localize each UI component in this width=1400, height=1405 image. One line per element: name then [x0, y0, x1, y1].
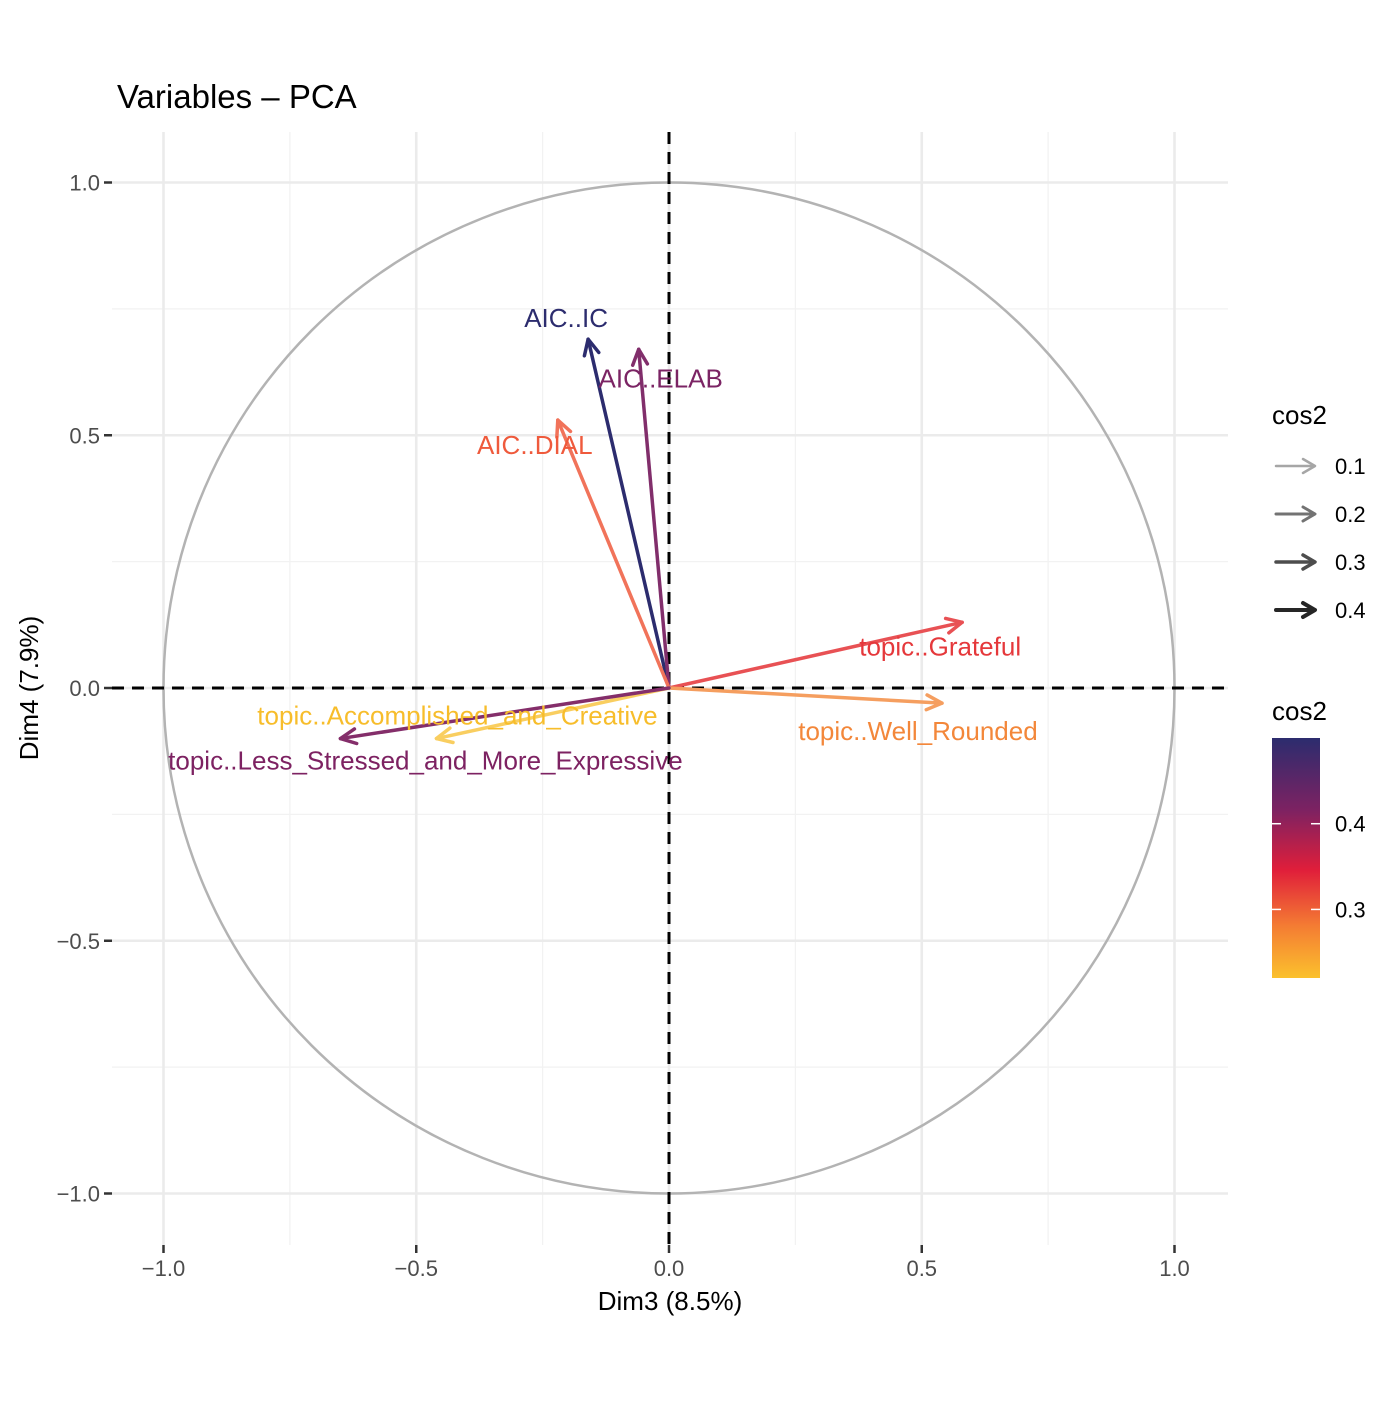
legend-size-item: 0.1 [1274, 454, 1366, 479]
arrow-head [555, 418, 573, 439]
legend-size-item: 0.3 [1274, 550, 1366, 575]
arrow-head [582, 337, 601, 358]
legend-color-ticks: 0.4 0.3 [1272, 812, 1366, 922]
variable-label: topic..Grateful [859, 631, 1021, 661]
legend-colorbar [1272, 738, 1320, 978]
legend-arrow-head [1301, 601, 1317, 619]
variable-label: topic..Well_Rounded [798, 716, 1037, 746]
variable-labels: AIC..IC AIC..ELAB AIC..DIAL topic..Grateful… [168, 303, 1038, 775]
variable-label: AIC..DIAL [477, 430, 593, 460]
arrow-head [924, 693, 944, 712]
arrow-aicdial [555, 418, 671, 690]
variable-label: AIC..ELAB [599, 363, 723, 393]
arrow-head [434, 726, 455, 745]
variable-label: topic..Accomplished_and_Creative [257, 701, 657, 731]
chart-title: Variables – PCA [117, 78, 357, 115]
arrow-head [630, 347, 650, 367]
arrow-aicelab [630, 347, 671, 690]
y-tick-label: 0.5 [69, 423, 100, 448]
y-tick-label: −0.5 [57, 929, 100, 954]
x-tick-label: 0.5 [906, 1256, 937, 1281]
x-tick-label: −1.0 [142, 1256, 185, 1281]
colorbar-tick-label: 0.4 [1335, 812, 1366, 837]
arrow-topicgrateful [667, 616, 964, 690]
x-tick-label: 1.0 [1159, 1256, 1190, 1281]
legend-color-title: cos2 [1272, 696, 1327, 726]
legend-arrow-head [1301, 457, 1317, 475]
x-tick-label: −0.5 [395, 1256, 438, 1281]
y-axis: −1.0 −0.5 0.0 0.5 1.0 [57, 171, 112, 1207]
legend-size-label: 0.2 [1335, 502, 1366, 527]
arrow-topicaccomplished_and_creative [434, 686, 671, 745]
x-axis: −1.0 −0.5 0.0 0.5 1.0 [142, 1245, 1190, 1281]
legend-size-label: 0.3 [1335, 550, 1366, 575]
legend-size-item: 0.2 [1274, 502, 1366, 527]
variable-label: AIC..IC [524, 303, 608, 333]
y-tick-label: −1.0 [57, 1182, 100, 1207]
legend-size-label: 0.4 [1335, 598, 1366, 623]
x-tick-label: 0.0 [654, 1256, 685, 1281]
arrow-shaft [667, 620, 964, 690]
legend-arrow-head [1301, 505, 1317, 523]
legend-size-item: 0.4 [1274, 598, 1366, 623]
y-tick-label: 1.0 [69, 171, 100, 196]
variable-label: topic..Less_Stressed_and_More_Expressive [168, 746, 683, 776]
arrow-shaft [667, 686, 944, 705]
colorbar-tick-label: 0.3 [1335, 897, 1366, 922]
arrow-shaft [338, 686, 671, 741]
legend-arrow-head [1301, 553, 1317, 571]
x-axis-title: Dim3 (8.5%) [598, 1286, 742, 1316]
legend-size-label: 0.1 [1335, 454, 1366, 479]
arrow-head [338, 727, 359, 746]
legend-size-title: cos2 [1272, 400, 1327, 430]
plot-panel: AIC..IC AIC..ELAB AIC..DIAL topic..Grateful… [112, 132, 1228, 1245]
legend-color: cos2 0.4 0.3 [1272, 696, 1366, 978]
legend-size: cos2 0.1 0.2 0.3 0.4 [1272, 400, 1366, 623]
arrow-aicic [582, 337, 671, 690]
arrow-shaft [636, 347, 671, 690]
arrow-topicwell_rounded [667, 686, 944, 712]
y-axis-title: Dim4 (7.9%) [14, 616, 44, 760]
arrow-head [943, 616, 964, 635]
legend-size-items: 0.1 0.2 0.3 0.4 [1274, 454, 1366, 623]
variable-arrows [338, 337, 964, 746]
arrow-shaft [586, 337, 671, 690]
arrow-shaft [556, 418, 671, 690]
arrow-topicless_stressed_and_more_expressive [338, 686, 671, 746]
arrow-shaft [434, 686, 671, 741]
y-tick-label: 0.0 [69, 676, 100, 701]
